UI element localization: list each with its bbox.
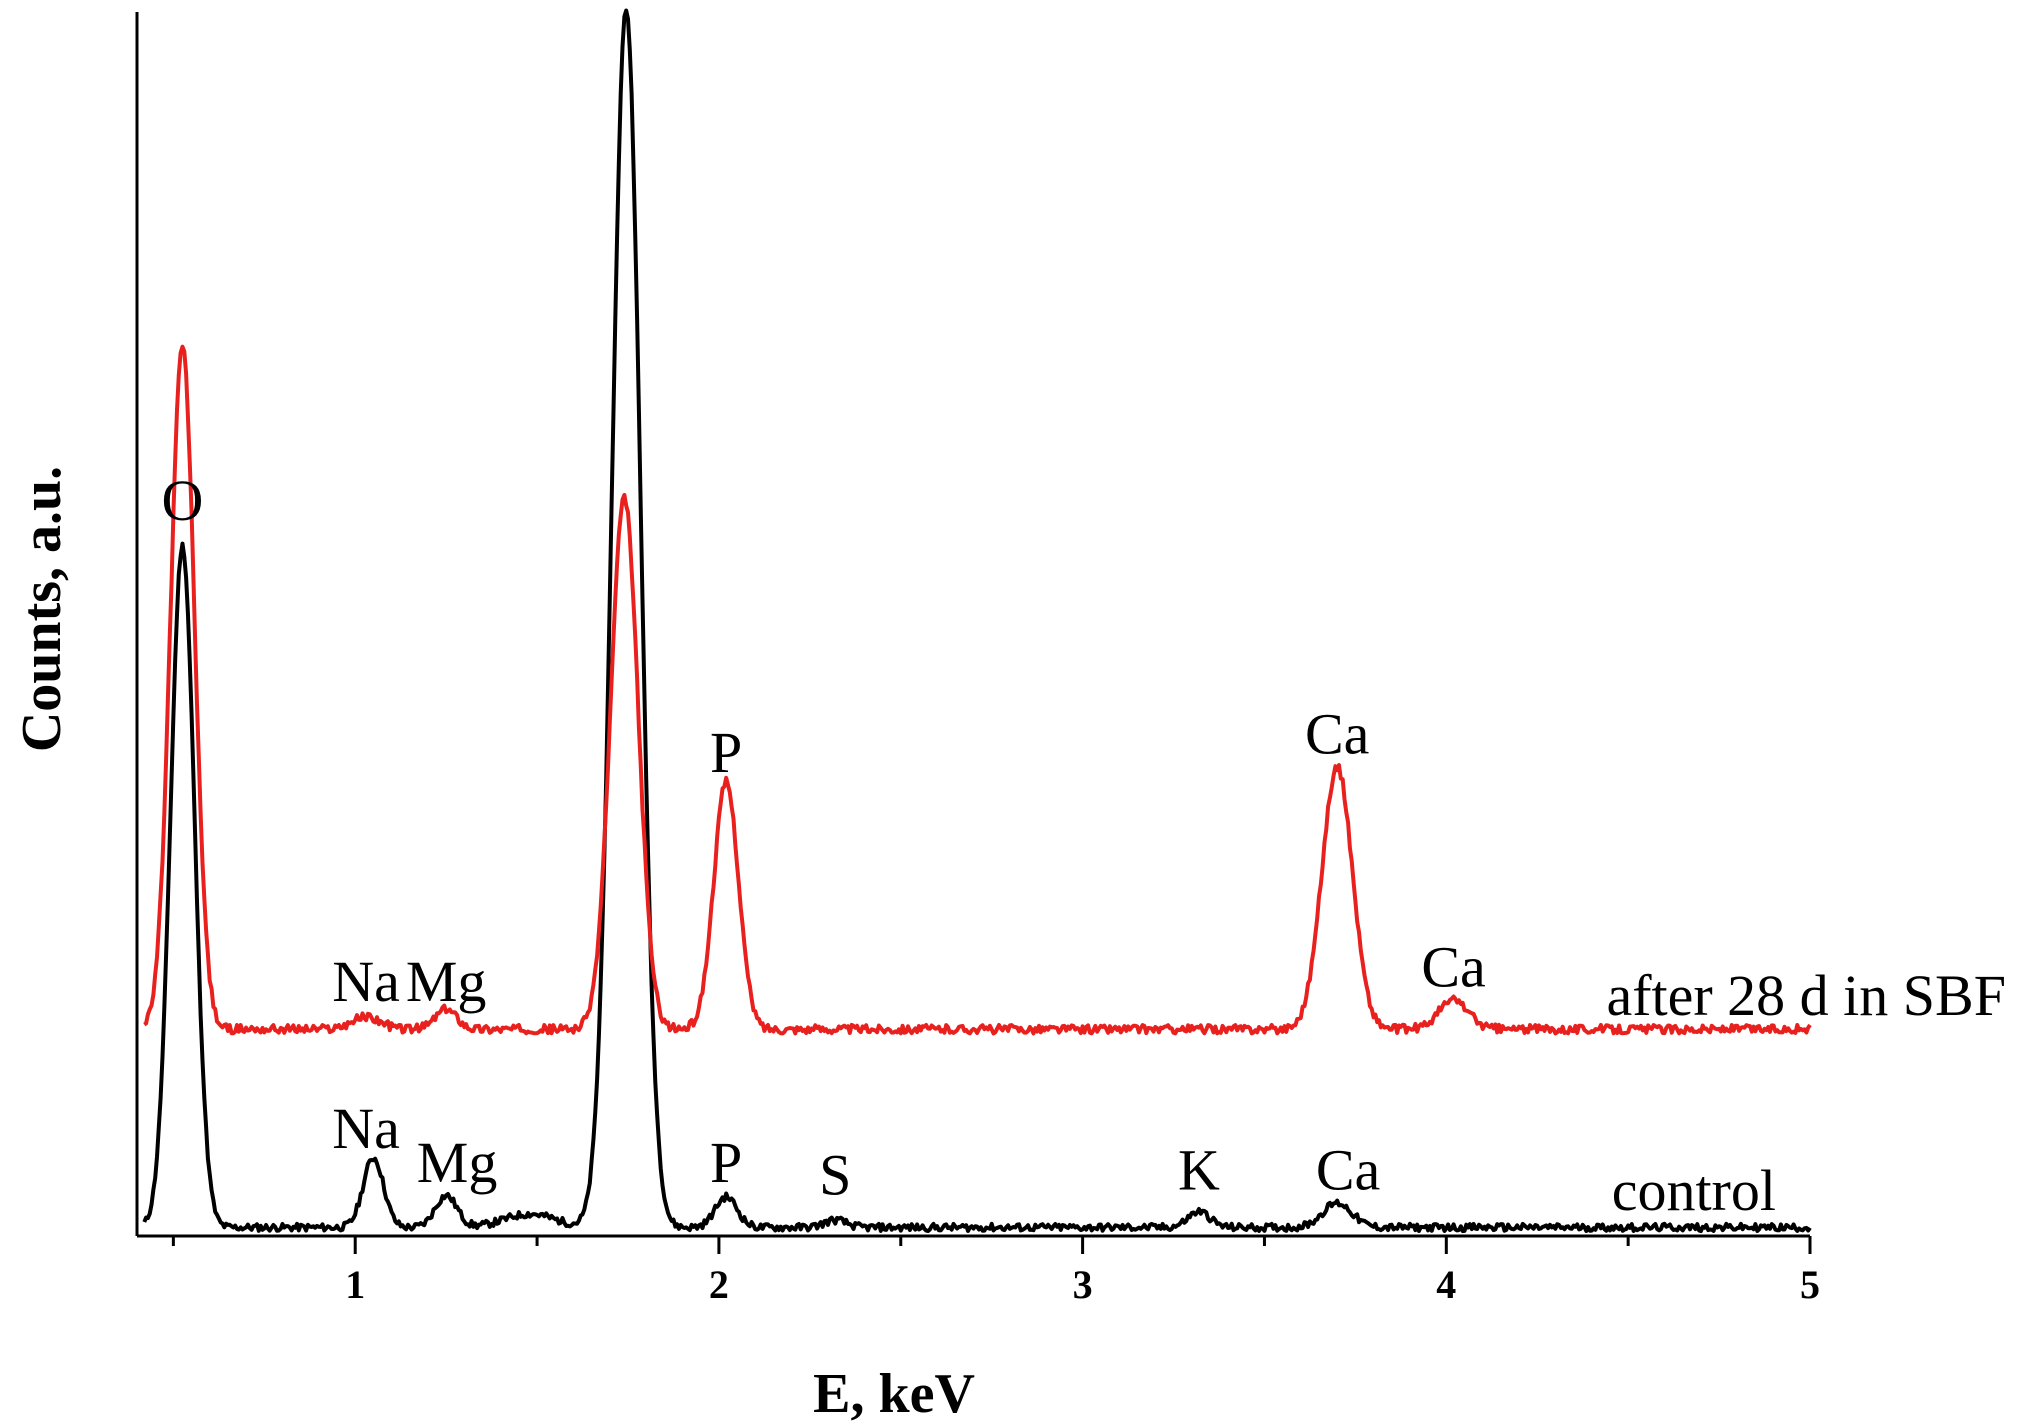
peak-label: Ca (1421, 934, 1485, 999)
series-label-1: control (1612, 1158, 1776, 1223)
x-axis-title: E, keV (813, 1363, 975, 1425)
peak-label: Ca (1305, 702, 1369, 767)
series-label-0: after 28 d in SBF (1606, 963, 2006, 1028)
peak-label: Na (332, 1096, 400, 1161)
x-tick-label: 3 (1073, 1262, 1093, 1307)
y-axis-title-group: Counts, a.u. (11, 466, 73, 752)
series-line-1 (142, 8, 1812, 1234)
peak-label: Na (332, 949, 400, 1014)
peak-label: Mg (406, 949, 487, 1014)
x-tick-label: 2 (709, 1262, 729, 1307)
peak-label: P (710, 720, 742, 785)
series-labels: after 28 d in SBF control (1606, 963, 2006, 1223)
x-tick-label: 1 (345, 1262, 365, 1307)
series-layer (142, 8, 1812, 1234)
peak-label: Mg (417, 1130, 498, 1195)
x-ticks: 1 2 3 4 5 (171, 1236, 1820, 1307)
peak-label: O (162, 468, 204, 533)
y-axis-title: Counts, a.u. (11, 466, 73, 752)
peak-label: P (710, 1130, 742, 1195)
x-tick-label: 4 (1436, 1262, 1456, 1307)
peak-label: S (819, 1142, 851, 1207)
series-line-0 (143, 344, 1812, 1036)
x-tick-label: 5 (1800, 1262, 1820, 1307)
peak-label: Ca (1316, 1137, 1380, 1202)
peak-label: K (1178, 1137, 1220, 1202)
peak-labels: OSiNaMgPCaCaNaMgPSKCa (162, 468, 1486, 1207)
